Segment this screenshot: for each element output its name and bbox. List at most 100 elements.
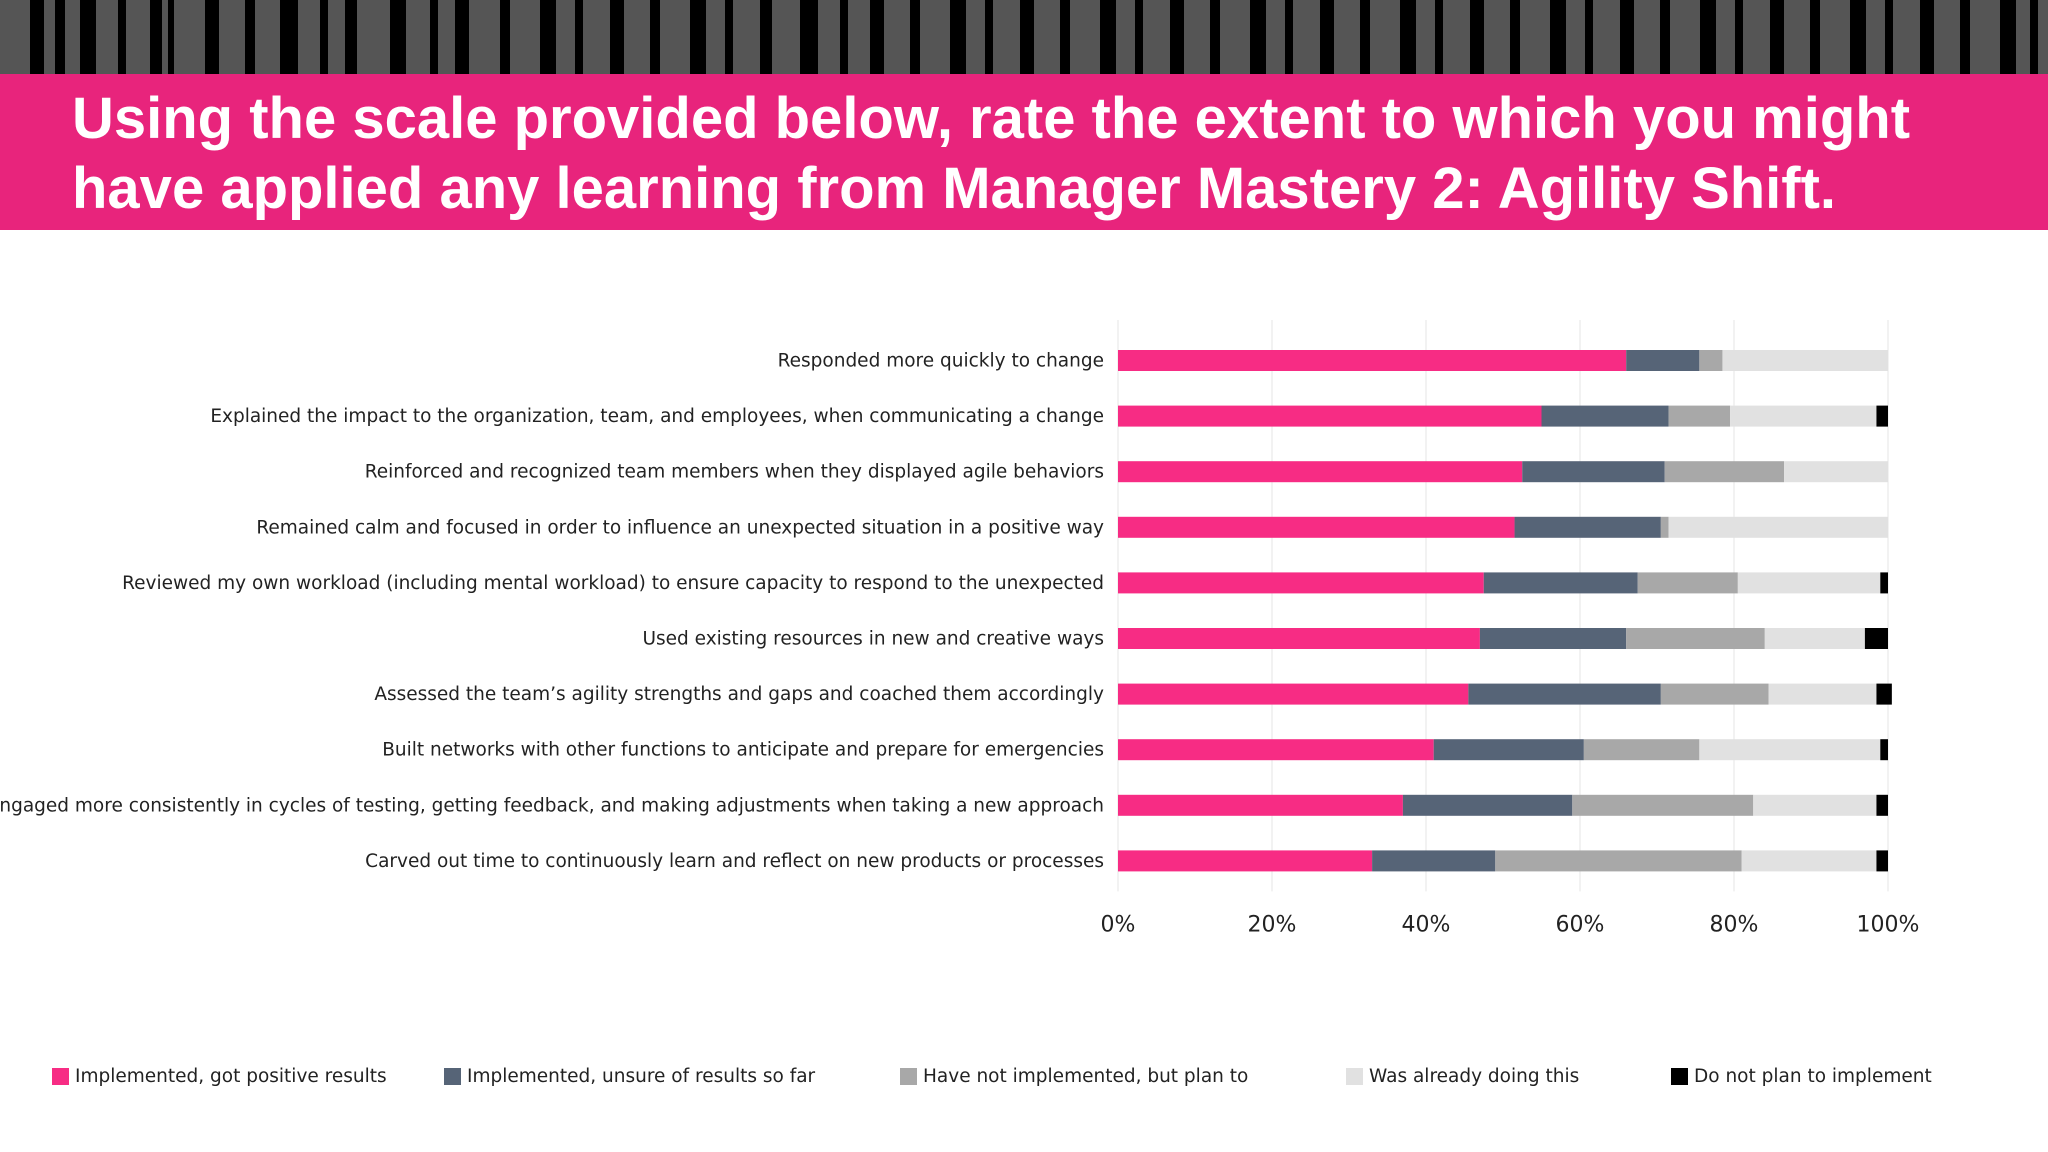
- stripe-29: [1060, 0, 1070, 74]
- stripe-54: [2000, 0, 2016, 74]
- stripe-44: [1620, 0, 1634, 74]
- stripe-55: [2030, 0, 2038, 74]
- bar-segment-series-3: [1730, 405, 1877, 427]
- x-tick-label: 40%: [1402, 912, 1451, 937]
- legend-label: Implemented, unsure of results so far: [467, 1066, 816, 1087]
- legend-item: Do not plan to implement: [1671, 1066, 1932, 1087]
- stripe-33: [1210, 0, 1220, 74]
- stripe-35: [1285, 0, 1293, 74]
- stripe-9: [320, 0, 328, 74]
- bar-segment-series-0: [1118, 350, 1627, 371]
- bar-segment-series-3: [1699, 739, 1881, 761]
- bar-segment-series-0: [1118, 628, 1480, 649]
- stripe-24: [870, 0, 884, 74]
- bar-segment-series-4: [1876, 850, 1888, 872]
- stripe-36: [1320, 0, 1334, 74]
- stripe-15: [540, 0, 556, 74]
- x-tick-label: 0%: [1101, 912, 1136, 937]
- bar-segment-series-2: [1637, 572, 1738, 594]
- x-axis-ticks: 0% 20% 40% 60% 80% 100%: [1101, 912, 1920, 937]
- title-banner: Using the scale provided below, rate the…: [0, 74, 2048, 230]
- bar-segment-series-2: [1660, 516, 1669, 538]
- stripe-14: [500, 0, 510, 74]
- stripe-23: [840, 0, 848, 74]
- category-label: Used existing resources in new and creat…: [642, 629, 1104, 650]
- stripe-2: [80, 0, 96, 74]
- legend-label: Have not implemented, but plan to: [923, 1066, 1249, 1087]
- stripe-50: [1850, 0, 1866, 74]
- stripe-17: [610, 0, 624, 74]
- category-label: Remained calm and focused in order to in…: [256, 517, 1104, 538]
- stripe-21: [760, 0, 772, 74]
- stripe-11: [390, 0, 406, 74]
- bar-segment-series-4: [1876, 405, 1888, 427]
- bar-segment-series-1: [1483, 572, 1638, 594]
- stripe-4: [150, 0, 162, 74]
- bar-segment-series-4: [1876, 794, 1888, 816]
- category-label: Built networks with other functions to a…: [382, 740, 1104, 761]
- stripe-45: [1660, 0, 1670, 74]
- category-label: Reviewed my own workload (including ment…: [122, 573, 1104, 594]
- stripe-37: [1360, 0, 1370, 74]
- stripe-7: [245, 0, 255, 74]
- bar-segment-series-4: [1864, 628, 1888, 649]
- barcode-stripes: [30, 0, 2038, 74]
- bar-segment-series-0: [1118, 794, 1403, 816]
- category-label: Responded more quickly to change: [778, 351, 1104, 372]
- x-tick-label: 80%: [1710, 912, 1759, 937]
- legend-item: Was already doing this: [1346, 1066, 1579, 1087]
- bar-segment-series-2: [1660, 683, 1769, 705]
- bar-segment-series-4: [1880, 572, 1888, 594]
- bar-segment-series-3: [1668, 516, 1888, 538]
- stripe-22: [800, 0, 818, 74]
- stripe-12: [430, 0, 438, 74]
- bar-segment-series-2: [1664, 461, 1785, 483]
- x-tick-label: 100%: [1857, 912, 1920, 937]
- x-tick-label: 60%: [1556, 912, 1605, 937]
- stripe-20: [725, 0, 733, 74]
- bar-segment-series-2: [1583, 739, 1700, 761]
- stripe-31: [1135, 0, 1143, 74]
- bar-segment-series-0: [1118, 516, 1515, 538]
- bar-segment-series-1: [1402, 794, 1573, 816]
- stripe-3: [118, 0, 126, 74]
- decorative-stripe-band: [0, 0, 2048, 74]
- bars: [1118, 350, 1892, 872]
- stripe-26: [950, 0, 966, 74]
- legend-item: Have not implemented, but plan to: [900, 1066, 1248, 1087]
- stripe-49: [1810, 0, 1820, 74]
- bar-segment-series-1: [1372, 850, 1496, 872]
- legend-swatch: [52, 1068, 69, 1085]
- legend-label: Do not plan to implement: [1694, 1066, 1932, 1087]
- stripe-16: [575, 0, 583, 74]
- bar-segment-series-1: [1626, 350, 1700, 371]
- legend-item: Implemented, got positive results: [52, 1066, 387, 1087]
- stripe-19: [690, 0, 706, 74]
- stripe-34: [1250, 0, 1266, 74]
- bar-segment-series-3: [1753, 794, 1877, 816]
- category-label: Explained the impact to the organization…: [210, 406, 1104, 427]
- stripe-0: [30, 0, 44, 74]
- stripe-13: [455, 0, 469, 74]
- stacked-bar-chart: Responded more quickly to change Explaine…: [0, 320, 1920, 937]
- stripe-25: [910, 0, 920, 74]
- bar-segment-series-3: [1784, 461, 1888, 483]
- stripe-48: [1770, 0, 1784, 74]
- stripe-38: [1400, 0, 1416, 74]
- bar-segment-series-2: [1572, 794, 1754, 816]
- legend-swatch: [444, 1068, 461, 1085]
- bar-segment-series-3: [1722, 350, 1888, 371]
- bar-segment-series-0: [1118, 461, 1523, 483]
- stripe-1: [55, 0, 65, 74]
- category-label: Engaged more consistently in cycles of t…: [0, 795, 1104, 816]
- stripe-5: [168, 0, 174, 74]
- legend-item: Implemented, unsure of results so far: [444, 1066, 815, 1087]
- stripe-27: [985, 0, 993, 74]
- stripe-43: [1585, 0, 1593, 74]
- bar-segment-series-4: [1876, 683, 1892, 705]
- bar-segment-series-3: [1737, 572, 1881, 594]
- stripe-28: [1020, 0, 1034, 74]
- stripe-40: [1470, 0, 1484, 74]
- stripe-42: [1550, 0, 1566, 74]
- category-label: Assessed the team’s agility strengths an…: [374, 684, 1104, 705]
